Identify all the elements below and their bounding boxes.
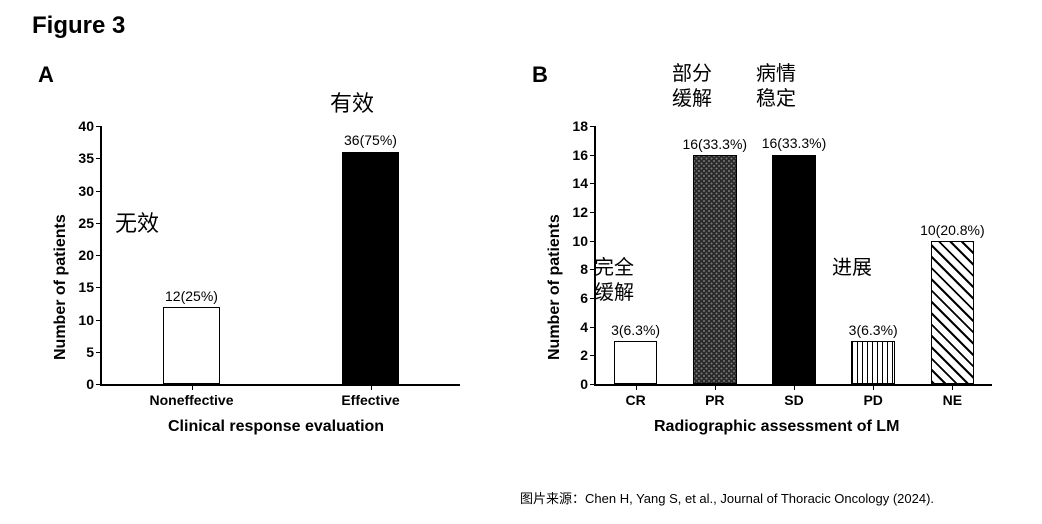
annotation-pr: 部分缓解 bbox=[672, 62, 712, 112]
panel-b-label: B bbox=[532, 62, 548, 88]
bar: 3(6.3%) bbox=[851, 341, 895, 384]
panel-a-y-axis-title: Number of patients bbox=[52, 214, 70, 360]
y-tick-label: 20 bbox=[78, 247, 94, 263]
panel-a-chart: Number of patients 0510152025303540Nonef… bbox=[38, 112, 478, 452]
x-tick bbox=[873, 384, 874, 390]
bar-value-label: 16(33.3%) bbox=[682, 136, 747, 152]
y-tick-label: 16 bbox=[572, 147, 588, 163]
y-tick-label: 10 bbox=[572, 233, 588, 249]
bar-value-label: 16(33.3%) bbox=[762, 135, 827, 151]
y-tick-label: 0 bbox=[86, 376, 94, 392]
x-tick-label: Effective bbox=[341, 392, 399, 408]
panel-b-y-axis-title: Number of patients bbox=[546, 214, 564, 360]
panel-a-label: A bbox=[38, 62, 54, 88]
y-tick bbox=[96, 126, 102, 127]
y-tick-label: 0 bbox=[580, 376, 588, 392]
y-tick bbox=[590, 212, 596, 213]
x-tick-label: PD bbox=[863, 392, 882, 408]
figure-title: Figure 3 bbox=[32, 12, 125, 40]
bar-value-label: 3(6.3%) bbox=[849, 322, 898, 338]
x-tick bbox=[371, 384, 372, 390]
bar: 36(75%) bbox=[342, 152, 399, 384]
y-tick bbox=[590, 155, 596, 156]
y-tick bbox=[96, 255, 102, 256]
x-tick-label: CR bbox=[625, 392, 645, 408]
bar: 10(20.8%) bbox=[931, 241, 975, 384]
panel-b-plot-area: 024681012141618CR3(6.3%)PR16(33.3%)SD16(… bbox=[594, 126, 992, 386]
x-tick bbox=[636, 384, 637, 390]
y-tick-label: 14 bbox=[572, 175, 588, 191]
y-tick-label: 30 bbox=[78, 183, 94, 199]
y-tick-label: 25 bbox=[78, 215, 94, 231]
panel-a-plot-area: 0510152025303540Noneffective12(25%)Effec… bbox=[100, 126, 460, 386]
y-tick bbox=[590, 327, 596, 328]
x-tick-label: SD bbox=[784, 392, 803, 408]
y-tick-label: 6 bbox=[580, 290, 588, 306]
y-tick-label: 18 bbox=[572, 118, 588, 134]
y-tick bbox=[590, 126, 596, 127]
annotation-effective: 有效 bbox=[330, 90, 374, 118]
y-tick bbox=[96, 384, 102, 385]
x-tick-label: PR bbox=[705, 392, 724, 408]
y-tick-label: 12 bbox=[572, 204, 588, 220]
bar: 16(33.3%) bbox=[772, 155, 816, 384]
y-tick-label: 8 bbox=[580, 261, 588, 277]
x-tick-label: NE bbox=[943, 392, 962, 408]
bar-value-label: 12(25%) bbox=[165, 288, 218, 304]
y-tick bbox=[96, 352, 102, 353]
bar-value-label: 36(75%) bbox=[344, 132, 397, 148]
y-tick bbox=[590, 355, 596, 356]
x-tick bbox=[794, 384, 795, 390]
bar-value-label: 10(20.8%) bbox=[920, 222, 985, 238]
bar: 16(33.3%) bbox=[693, 155, 737, 384]
y-tick bbox=[96, 191, 102, 192]
x-tick bbox=[715, 384, 716, 390]
y-tick bbox=[96, 287, 102, 288]
y-tick-label: 5 bbox=[86, 344, 94, 360]
bar-value-label: 3(6.3%) bbox=[611, 322, 660, 338]
y-tick-label: 10 bbox=[78, 312, 94, 328]
x-tick bbox=[952, 384, 953, 390]
x-tick-label: Noneffective bbox=[149, 392, 233, 408]
y-tick bbox=[96, 223, 102, 224]
annotation-noneffective: 无效 bbox=[115, 210, 159, 238]
y-tick-label: 35 bbox=[78, 150, 94, 166]
image-credit: 图片来源：Chen H, Yang S, et al., Journal of … bbox=[520, 488, 934, 507]
y-tick bbox=[96, 320, 102, 321]
y-tick-label: 2 bbox=[580, 347, 588, 363]
bar: 3(6.3%) bbox=[614, 341, 658, 384]
annotation-cr: 完全缓解 bbox=[594, 256, 634, 306]
annotation-sd: 病情稳定 bbox=[756, 62, 796, 112]
y-tick-label: 40 bbox=[78, 118, 94, 134]
bar: 12(25%) bbox=[163, 307, 220, 384]
y-tick-label: 4 bbox=[580, 319, 588, 335]
x-tick bbox=[192, 384, 193, 390]
panel-a-x-axis-title: Clinical response evaluation bbox=[168, 418, 384, 436]
y-tick bbox=[590, 241, 596, 242]
y-tick-label: 15 bbox=[78, 279, 94, 295]
annotation-pd: 进展 bbox=[832, 256, 872, 281]
y-tick bbox=[590, 183, 596, 184]
y-tick bbox=[590, 384, 596, 385]
panel-b-x-axis-title: Radiographic assessment of LM bbox=[654, 418, 899, 436]
y-tick bbox=[96, 158, 102, 159]
